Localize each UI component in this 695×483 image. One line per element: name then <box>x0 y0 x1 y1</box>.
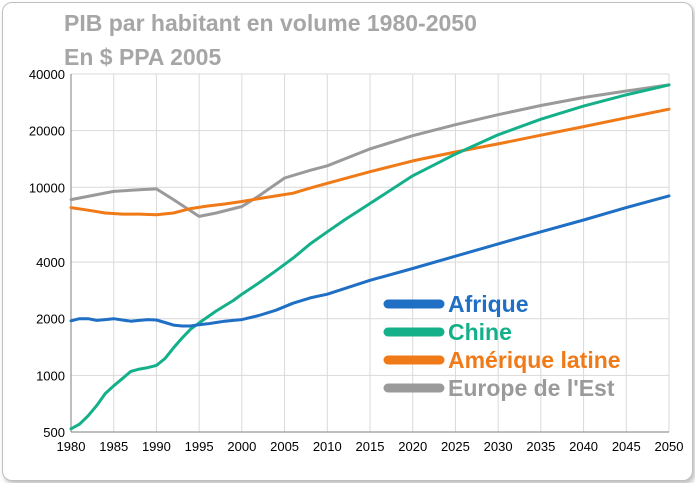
y-tick-label: 500 <box>43 425 65 440</box>
x-tick-label: 2050 <box>655 439 684 454</box>
series-line-afrique <box>69 194 671 328</box>
x-tick-label: 1985 <box>99 439 128 454</box>
y-tick-label: 4000 <box>36 255 65 270</box>
x-tick-label: 2015 <box>356 439 385 454</box>
x-tick-label: 2030 <box>484 439 513 454</box>
x-tick-label: 2005 <box>270 439 299 454</box>
x-tick-label: 1995 <box>185 439 214 454</box>
grid-lines <box>71 73 670 432</box>
x-tick-label: 1980 <box>57 439 86 454</box>
x-tick-label: 2000 <box>227 439 256 454</box>
x-tick-label: 2010 <box>313 439 342 454</box>
y-tick-label: 10000 <box>29 180 65 195</box>
series-line-am-rique-latine <box>69 107 671 217</box>
x-tick-label: 2020 <box>398 439 427 454</box>
chart-subtitle: En $ PPA 2005 <box>64 44 222 70</box>
x-tick-label: 1990 <box>142 439 171 454</box>
legend-label-chine: Chine <box>448 319 512 345</box>
x-tick-label: 2040 <box>569 439 598 454</box>
x-tick-label: 2025 <box>441 439 470 454</box>
legend-label-europe-de-l-est: Europe de l'Est <box>448 375 615 401</box>
axes: 1980 1985 1990 1995 2000 2005 2010 2015 2020 2025… <box>29 67 684 454</box>
y-tick-label: 20000 <box>29 124 65 139</box>
series-line-chine <box>69 83 671 431</box>
legend-label-am-rique-latine: Amérique latine <box>448 347 621 373</box>
y-tick-label: 1000 <box>36 368 65 383</box>
series-lines <box>69 83 671 431</box>
x-tick-label: 2035 <box>526 439 555 454</box>
chart-title: PIB par habitant en volume 1980-2050 <box>64 10 477 36</box>
legend-label-afrique: Afrique <box>448 291 529 317</box>
x-tick-label: 2045 <box>612 439 641 454</box>
y-tick-label: 2000 <box>36 312 65 327</box>
series-line-europe-de-l-est <box>69 83 671 218</box>
y-tick-label: 40000 <box>29 67 65 82</box>
